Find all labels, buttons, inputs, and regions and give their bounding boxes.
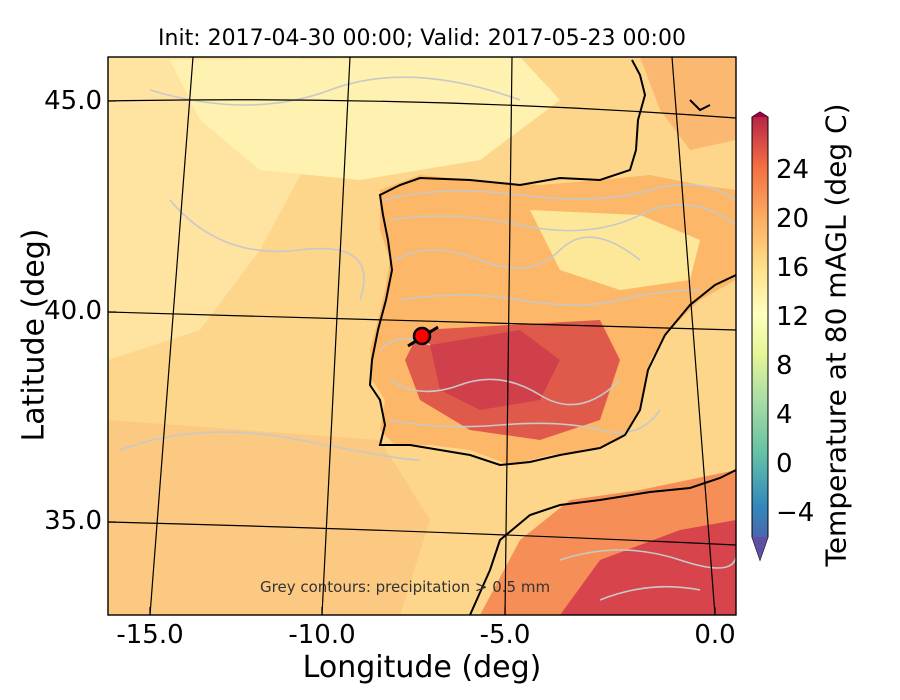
y-axis-label: Latitude (deg) <box>16 228 52 442</box>
cb-tick-16: 16 <box>776 253 810 283</box>
cb-tick-20: 20 <box>776 204 810 234</box>
site-marker <box>407 325 439 348</box>
cool-region-north <box>170 57 560 180</box>
iberia-hottest <box>430 330 560 410</box>
cb-tick-8: 8 <box>776 351 793 381</box>
x-tick-minus10: -10.0 <box>288 620 356 650</box>
y-tick-40: 40.0 <box>44 296 102 326</box>
cb-tick-minus4: −4 <box>776 498 815 528</box>
y-tick-45: 45.0 <box>44 86 102 116</box>
cb-tick-0: 0 <box>776 449 793 479</box>
x-tick-minus5: -5.0 <box>479 620 531 650</box>
x-tick-minus15: -15.0 <box>116 620 184 650</box>
cb-tick-24: 24 <box>776 155 810 185</box>
cb-tick-4: 4 <box>776 400 793 430</box>
colorbar <box>751 111 769 562</box>
y-tick-35: 35.0 <box>44 506 102 536</box>
africa-hot <box>560 520 736 615</box>
map-title: Init: 2017-04-30 00:00; Valid: 2017-05-2… <box>158 26 686 51</box>
map-frame <box>107 56 737 616</box>
france-south-field <box>640 57 736 150</box>
x-axis-label: Longitude (deg) <box>302 650 542 685</box>
colorbar-label: Temperature at 80 mAGL (deg C) <box>819 103 853 567</box>
ocean-warmer-south <box>108 420 430 615</box>
precip-annotation: Grey contours: precipitation > 0.5 mm <box>260 578 551 596</box>
x-tick-0: 0.0 <box>694 620 736 650</box>
cb-tick-12: 12 <box>776 302 810 332</box>
